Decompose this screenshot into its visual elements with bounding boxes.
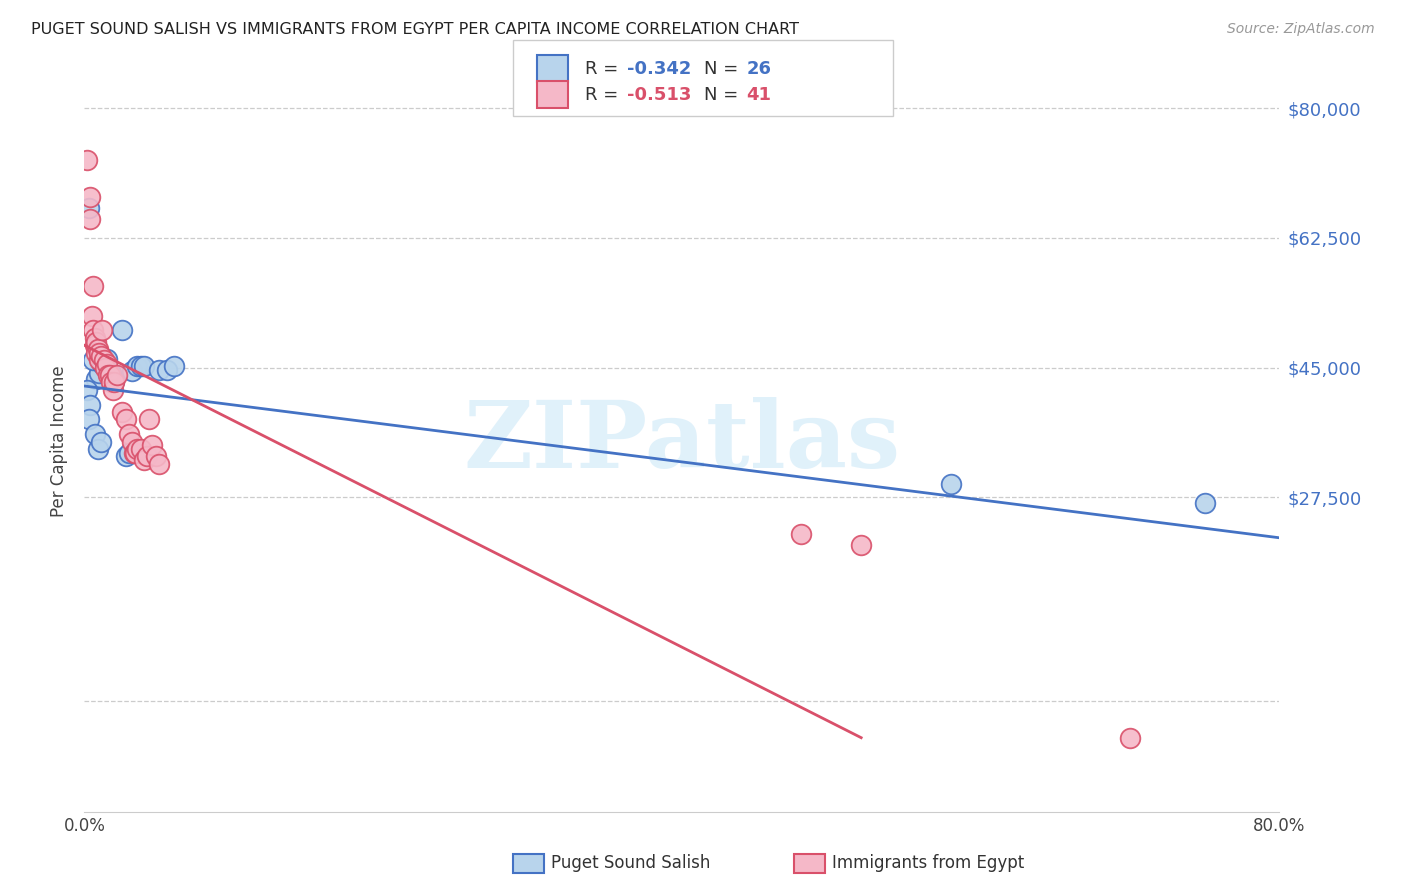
Point (148, 457, 170, 471)
Point (79, 398, 101, 412)
Point (115, 412, 138, 426)
Point (86, 345, 108, 359)
Point (111, 405, 134, 419)
Point (851, 538, 873, 552)
Point (129, 442, 152, 456)
Point (125, 442, 148, 456)
Point (80, 309, 103, 323)
Point (1119, 731, 1142, 745)
Point (87, 442, 110, 456)
Point (115, 450, 138, 464)
Point (138, 412, 160, 426)
Point (77, 412, 100, 426)
Text: -0.342: -0.342 (627, 60, 692, 78)
Point (77, 202, 100, 216)
Text: Immigrants from Egypt: Immigrants from Egypt (832, 855, 1025, 872)
Point (96, 351, 118, 366)
Text: Puget Sound Salish: Puget Sound Salish (551, 855, 710, 872)
Point (141, 438, 163, 452)
Point (97, 368, 120, 382)
Point (91, 357, 114, 371)
Point (118, 445, 141, 459)
Point (129, 359, 152, 373)
Point (939, 477, 962, 491)
Point (100, 376, 122, 390)
Point (83, 427, 105, 442)
Point (100, 367, 122, 381)
Point (76, 383, 98, 397)
Point (82, 324, 104, 338)
Point (79, 190, 101, 204)
Text: Source: ZipAtlas.com: Source: ZipAtlas.com (1227, 22, 1375, 37)
Point (103, 376, 125, 390)
Text: R =: R = (585, 60, 624, 78)
Point (83, 338, 105, 352)
Point (155, 362, 177, 376)
Point (132, 453, 156, 467)
Point (111, 324, 134, 338)
Point (89, 353, 111, 368)
Point (103, 374, 125, 388)
Text: N =: N = (704, 60, 744, 78)
Point (89, 367, 111, 381)
Point (125, 359, 148, 373)
Point (90, 350, 112, 364)
Text: 41: 41 (747, 86, 772, 103)
Point (86, 371, 108, 385)
Text: -0.513: -0.513 (627, 86, 692, 103)
Point (101, 383, 124, 397)
Point (87, 342, 110, 356)
Point (124, 445, 146, 459)
Point (121, 364, 143, 378)
Y-axis label: Per Capita Income: Per Capita Income (51, 366, 69, 517)
Point (132, 359, 156, 373)
Point (122, 445, 145, 459)
Point (145, 450, 167, 464)
Point (96, 357, 118, 371)
Point (121, 434, 143, 449)
Text: ZIPatlas: ZIPatlas (464, 397, 900, 486)
Point (790, 527, 813, 541)
Point (148, 362, 170, 376)
Point (91, 324, 114, 338)
Point (1194, 496, 1216, 510)
Point (90, 434, 112, 449)
Point (93, 353, 115, 368)
Point (76, 153, 98, 168)
Text: 26: 26 (747, 60, 772, 78)
Point (98, 368, 121, 382)
Point (118, 427, 141, 442)
Point (89, 345, 111, 359)
Point (105, 368, 128, 382)
Text: PUGET SOUND SALISH VS IMMIGRANTS FROM EGYPT PER CAPITA INCOME CORRELATION CHART: PUGET SOUND SALISH VS IMMIGRANTS FROM EG… (31, 22, 799, 37)
Point (136, 450, 159, 464)
Point (82, 353, 104, 368)
Point (94, 360, 117, 375)
Point (82, 279, 104, 293)
Text: N =: N = (704, 86, 744, 103)
Point (83, 331, 105, 345)
Text: R =: R = (585, 86, 624, 103)
Point (79, 212, 101, 227)
Point (86, 334, 108, 349)
Point (163, 359, 186, 373)
